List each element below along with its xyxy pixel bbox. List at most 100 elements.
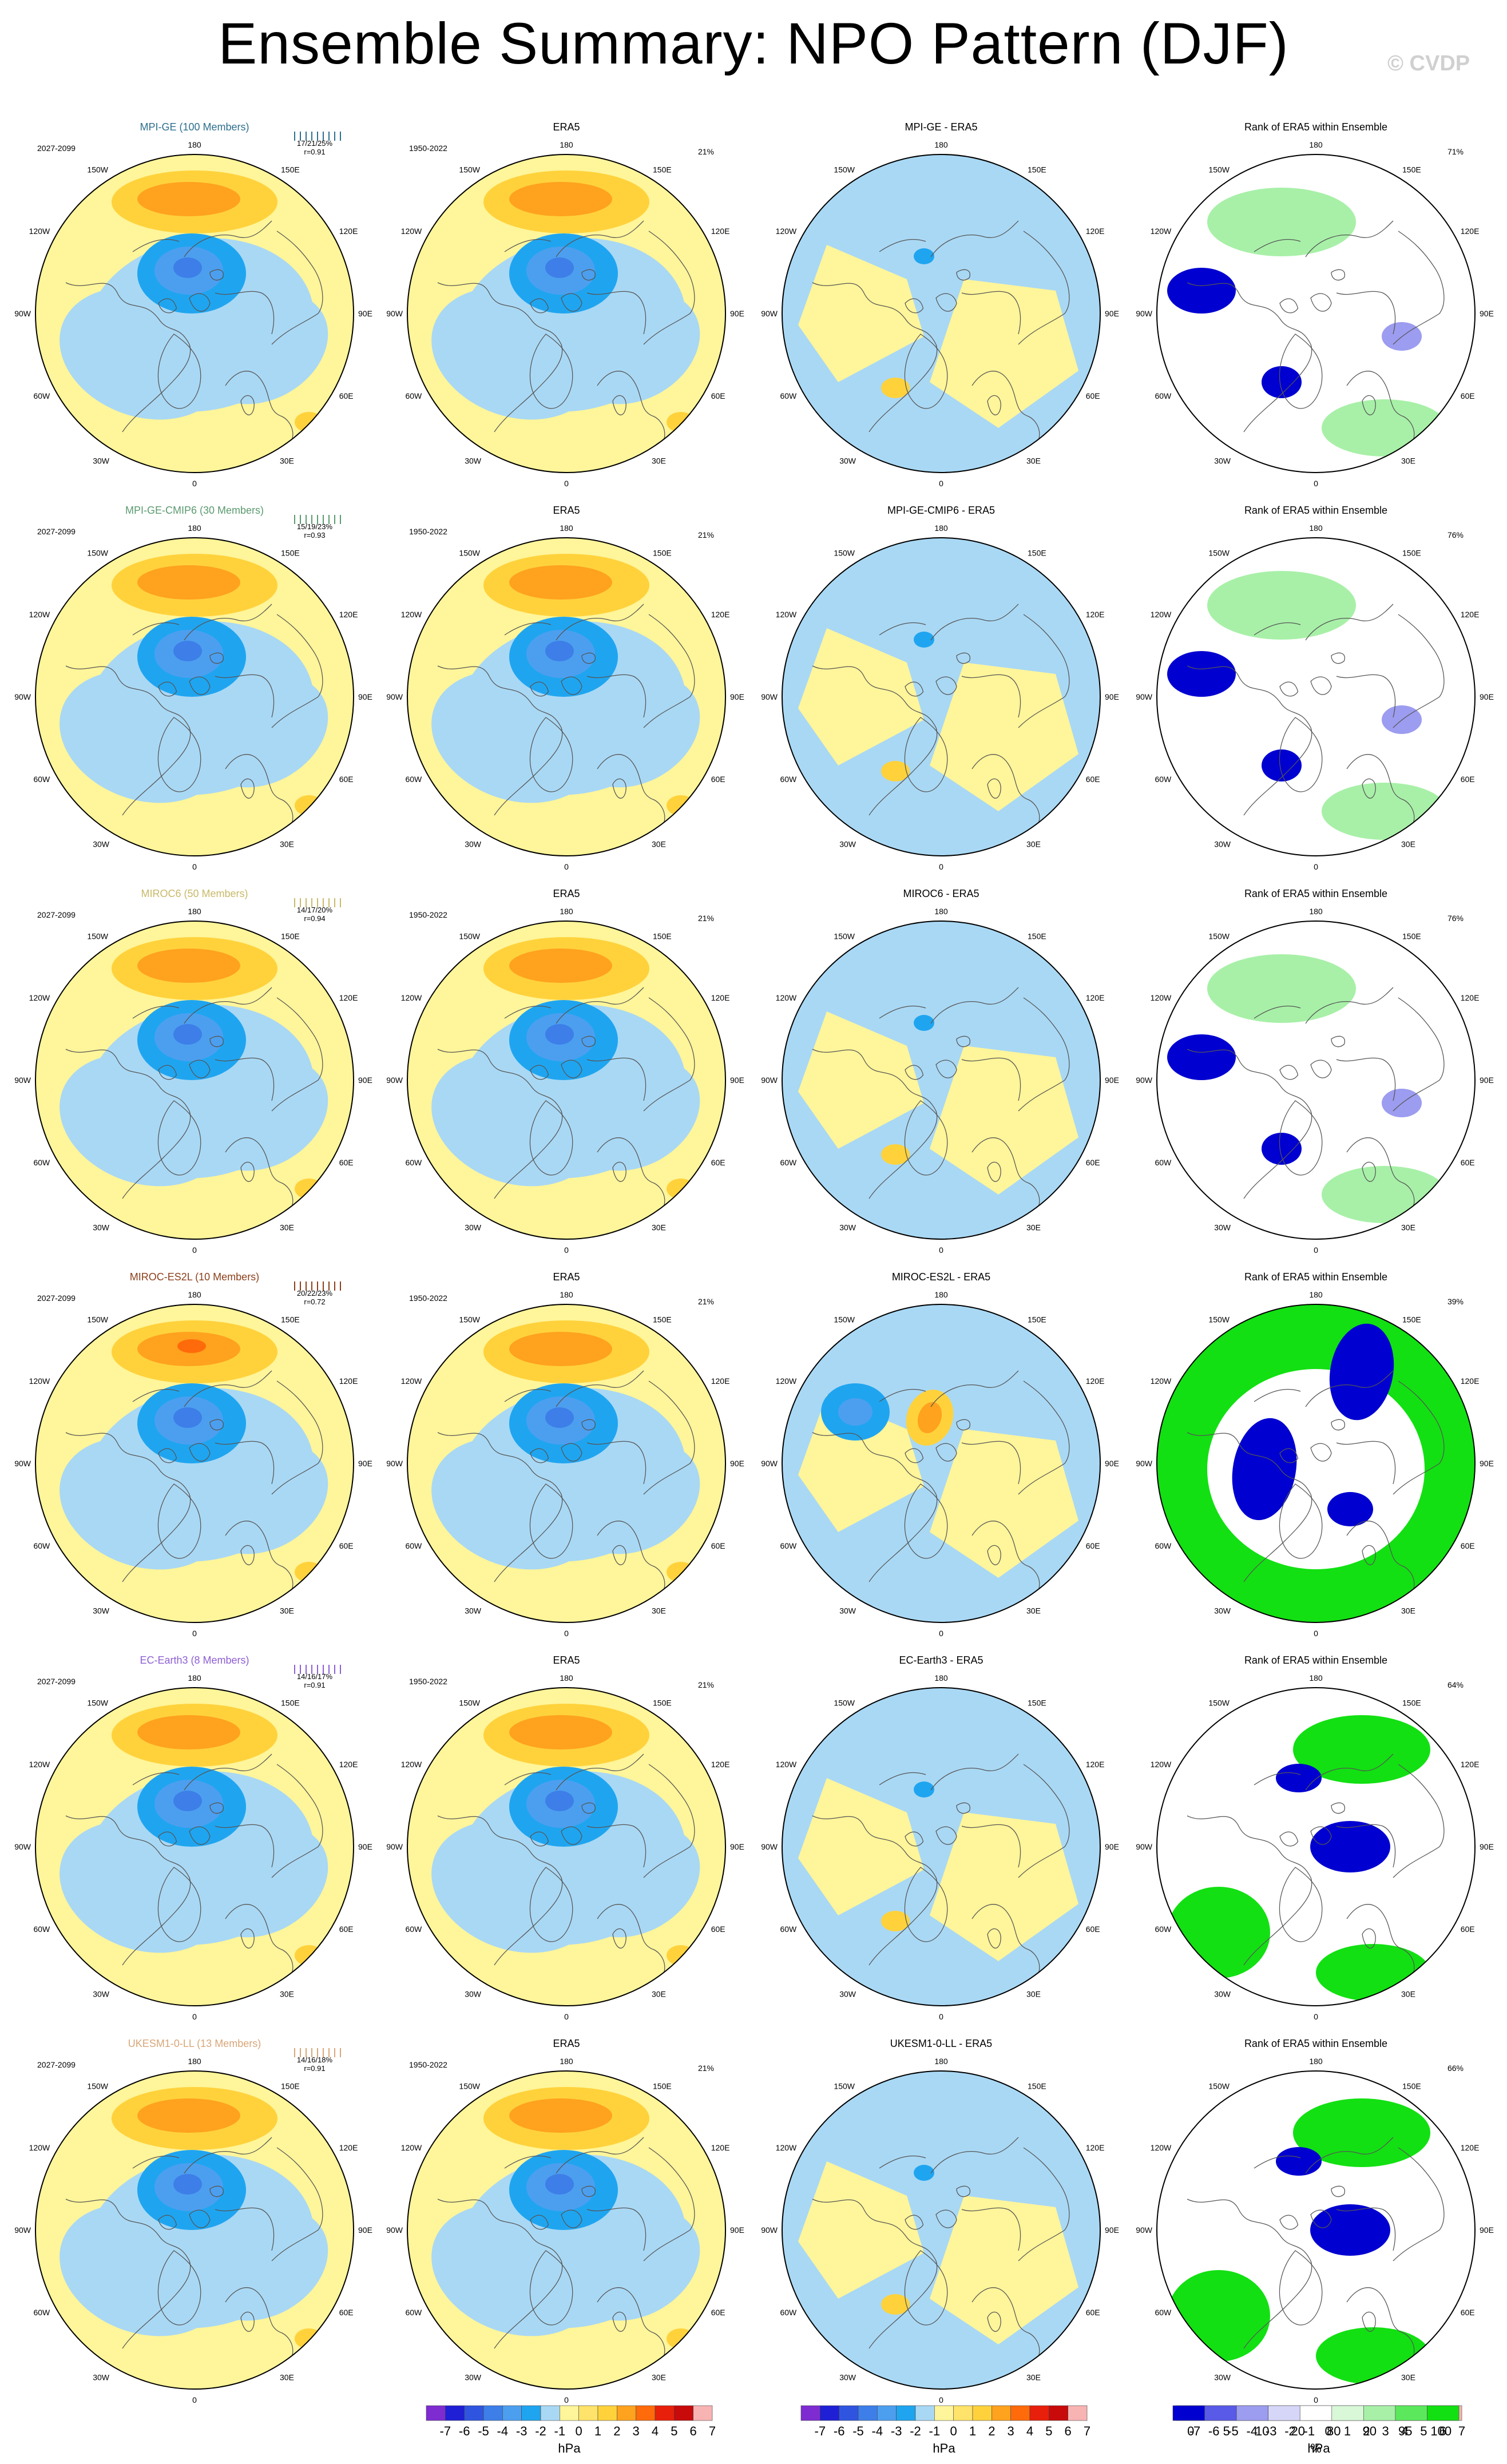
lon-label-60w: 60W <box>33 1925 50 1934</box>
colorbar-rank-tick-0: 0 <box>1187 2424 1194 2438</box>
lon-label-120w: 120W <box>401 993 422 1002</box>
lon-label-30e: 30E <box>652 1223 666 1232</box>
lon-label-60e: 60E <box>339 775 354 784</box>
lon-label-30w: 30W <box>465 840 482 849</box>
lon-label-0: 0 <box>564 2395 569 2405</box>
colorbar-hpa-tick-7: 0 <box>1325 2424 1332 2438</box>
lon-label-60w: 60W <box>1155 391 1172 400</box>
lon-label-120e: 120E <box>711 610 730 619</box>
colorbar-hpa-tick-7: 0 <box>950 2424 957 2438</box>
lon-label-180: 180 <box>560 523 573 533</box>
lon-label-90e: 90E <box>730 1076 744 1085</box>
difference-title: MPI-GE-CMIP6 - ERA5 <box>887 505 995 516</box>
lon-label-150w: 150W <box>834 1315 855 1324</box>
lon-label-90e: 90E <box>358 1459 372 1468</box>
lon-label-150w: 150W <box>87 548 108 557</box>
lon-label-180: 180 <box>934 1673 948 1683</box>
rank-title: Rank of ERA5 within Ensemble <box>1244 1271 1387 1283</box>
colorbar-hpa-tick-12: 5 <box>1420 2424 1427 2438</box>
pattern-correlation: r=0.91 <box>304 1681 325 1689</box>
lon-label-90w: 90W <box>1136 1459 1153 1468</box>
model-period: 2027-2099 <box>37 2060 76 2069</box>
lon-label-180: 180 <box>934 1290 948 1299</box>
map-panel-r2-c2: 180 0 150W 150E 120W 120E 90W 90E 60W 60E 30W 30E ER… <box>386 505 744 871</box>
colorbar-hpa-tick-5: -2 <box>1284 2424 1296 2438</box>
lon-label-30w: 30W <box>1214 1606 1231 1616</box>
lon-label-30e: 30E <box>1401 1990 1415 1999</box>
difference-title: MPI-GE - ERA5 <box>905 121 977 133</box>
lon-label-0: 0 <box>564 2012 569 2021</box>
map-panel-r1-c1: 180 0 150W 150E 120W 120E 90W 90E 60W 60E 30W 30E MP… <box>14 121 372 488</box>
colorbar-hpa-tick-13: 6 <box>690 2424 697 2438</box>
lon-label-90w: 90W <box>1136 1076 1153 1085</box>
lon-label-120w: 120W <box>776 1760 797 1769</box>
lon-label-0: 0 <box>939 1245 943 1255</box>
lon-label-30e: 30E <box>280 1606 294 1616</box>
lon-label-90e: 90E <box>1480 1459 1494 1468</box>
colorbar-hpa-tick-5: -2 <box>910 2424 921 2438</box>
lon-label-90e: 90E <box>730 2225 744 2235</box>
lon-label-60w: 60W <box>405 775 422 784</box>
lon-label-90w: 90W <box>386 1842 403 1851</box>
colorbar-hpa-2: -7 -6 -5 -4 -3 -2 -1 0 1 2 3 4 5 6 7 hPa <box>800 2405 1090 2455</box>
lon-label-30w: 30W <box>465 1990 482 1999</box>
lon-label-150e: 150E <box>653 2081 672 2090</box>
lon-label-0: 0 <box>192 1245 197 1255</box>
colorbar-hpa-tick-1: -6 <box>834 2424 845 2438</box>
lon-label-120w: 120W <box>401 610 422 619</box>
colorbar-hpa-tick-12: 5 <box>671 2424 677 2438</box>
lon-label-60w: 60W <box>33 775 50 784</box>
colorbar-hpa-tick-13: 6 <box>1439 2424 1446 2438</box>
lon-label-60e: 60E <box>711 2308 725 2317</box>
lon-label-60w: 60W <box>33 1158 50 1167</box>
lon-label-60e: 60E <box>711 391 725 400</box>
lon-label-60w: 60W <box>780 775 797 784</box>
lon-label-150e: 150E <box>1402 1315 1421 1324</box>
lon-label-60w: 60W <box>1155 2308 1172 2317</box>
colorbar-hpa-tick-5: -2 <box>535 2424 546 2438</box>
lon-label-90e: 90E <box>1105 692 1119 701</box>
colorbar-hpa-tick-9: 2 <box>1363 2424 1370 2438</box>
lon-label-120e: 120E <box>1461 1376 1480 1386</box>
page-title: Ensemble Summary: NPO Pattern (DJF) <box>218 11 1289 76</box>
lon-label-180: 180 <box>188 523 201 533</box>
ensemble-title: EC-Earth3 (8 Members) <box>140 1654 249 1666</box>
lon-label-30e: 30E <box>280 1223 294 1232</box>
lon-label-60w: 60W <box>780 1541 797 1550</box>
lon-label-0: 0 <box>192 1629 197 1638</box>
lon-label-120w: 120W <box>401 1376 422 1386</box>
lon-label-0: 0 <box>564 1245 569 1255</box>
colorbar-hpa-tick-10: 3 <box>1382 2424 1389 2438</box>
lon-label-150e: 150E <box>281 931 300 941</box>
lon-label-30e: 30E <box>1026 2373 1041 2382</box>
lon-label-150w: 150W <box>87 2081 108 2090</box>
colorbar-hpa-tick-4: -3 <box>891 2424 902 2438</box>
obs-period: 1950-2022 <box>409 2060 447 2069</box>
lon-label-0: 0 <box>939 1629 943 1638</box>
lon-label-150e: 150E <box>1028 931 1046 941</box>
lon-label-60e: 60E <box>1461 391 1475 400</box>
lon-label-150e: 150E <box>653 931 672 941</box>
lon-label-150w: 150W <box>834 2081 855 2090</box>
map-panel-r1-c4: 180 0 150W 150E 120W 120E 90W 90E 60W 60E 30W 30E Ra… <box>1136 121 1494 488</box>
lon-label-90e: 90E <box>1105 309 1119 318</box>
lon-label-120e: 120E <box>1086 610 1105 619</box>
lon-label-0: 0 <box>1314 2012 1318 2021</box>
lon-label-60e: 60E <box>1086 391 1100 400</box>
colorbar-hpa-tick-3: -4 <box>497 2424 509 2438</box>
lon-label-30w: 30W <box>839 2373 856 2382</box>
rank-title: Rank of ERA5 within Ensemble <box>1244 121 1387 133</box>
ensemble-title: MIROC-ES2L (10 Members) <box>130 1271 259 1283</box>
colorbar-hpa-tick-1: -6 <box>1208 2424 1220 2438</box>
lon-label-30w: 30W <box>465 1606 482 1616</box>
lon-label-60e: 60E <box>1086 1541 1100 1550</box>
lon-label-180: 180 <box>1309 1673 1323 1683</box>
colorbar-hpa-tick-7: 0 <box>576 2424 582 2438</box>
era5-title: ERA5 <box>553 1271 580 1283</box>
lon-label-150e: 150E <box>1402 931 1421 941</box>
lon-label-30w: 30W <box>839 1223 856 1232</box>
lon-label-30e: 30E <box>652 1606 666 1616</box>
lon-label-0: 0 <box>192 862 197 871</box>
lon-label-150e: 150E <box>653 548 672 557</box>
